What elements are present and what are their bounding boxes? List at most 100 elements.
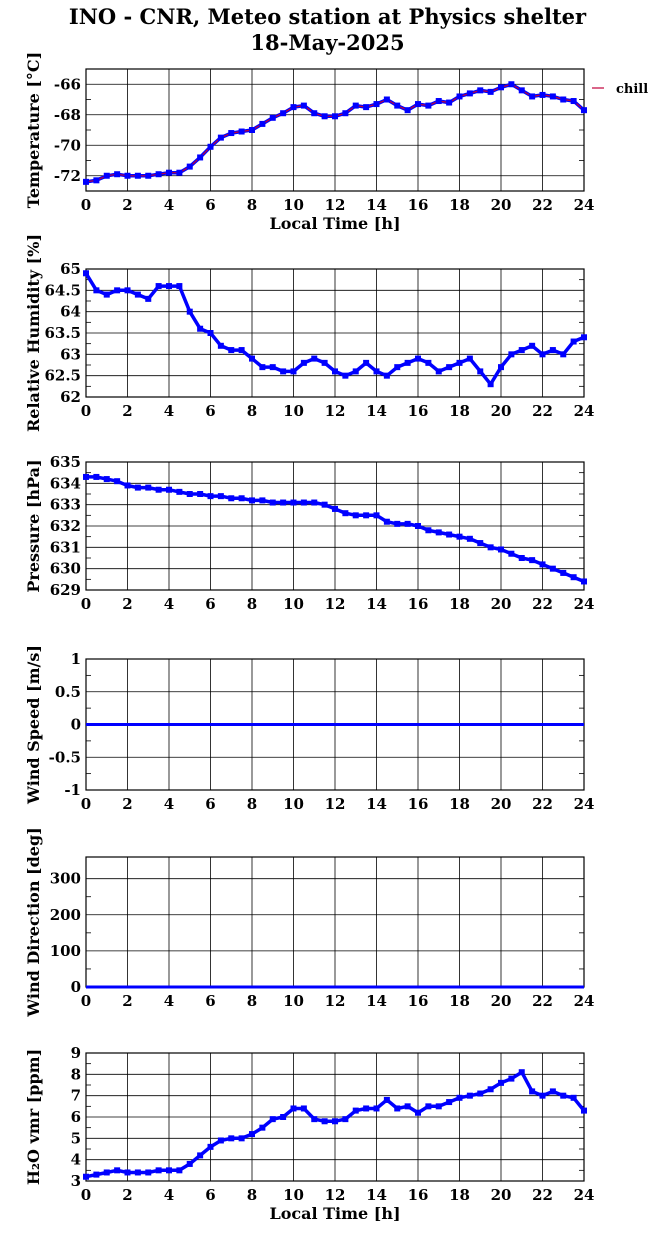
y-tick-label: 0 <box>71 716 81 734</box>
data-point <box>249 497 255 504</box>
x-tick-label: 8 <box>247 795 257 813</box>
x-tick-label: 6 <box>205 992 215 1010</box>
y-axis-label: Relative Humidity [%] <box>24 234 43 432</box>
data-point <box>93 177 100 184</box>
y-tick-label: 1 <box>71 650 81 668</box>
data-point <box>570 338 577 345</box>
data-point <box>114 478 121 485</box>
data-point <box>207 493 214 500</box>
x-tick-label: 22 <box>532 402 553 420</box>
data-point <box>280 368 287 375</box>
x-tick-label: 8 <box>247 595 257 613</box>
data-point <box>197 491 204 497</box>
data-point <box>425 359 432 366</box>
data-point <box>529 1088 536 1095</box>
data-point <box>83 270 89 277</box>
data-point <box>155 171 162 178</box>
data-point <box>217 134 224 141</box>
x-tick-label: 14 <box>366 595 387 613</box>
data-point <box>508 81 515 88</box>
x-tick-label: 20 <box>491 1186 512 1204</box>
data-point <box>456 93 463 100</box>
data-point <box>217 342 224 349</box>
y-axis-label: Pressure [hPa] <box>24 459 43 592</box>
data-point <box>155 1167 162 1174</box>
y-tick-label: 9 <box>71 1044 81 1062</box>
data-point <box>217 1137 224 1144</box>
y-tick-label: 63.5 <box>44 324 81 342</box>
x-tick-label: 12 <box>325 595 346 613</box>
x-tick-label: 18 <box>449 595 470 613</box>
data-point <box>228 495 235 502</box>
x-tick-label: 18 <box>449 196 470 214</box>
y-tick-label: 3 <box>71 1172 81 1190</box>
data-point <box>518 347 525 354</box>
data-point <box>352 1107 359 1114</box>
data-point <box>383 96 390 103</box>
data-point <box>228 1135 235 1142</box>
data-point <box>145 172 152 179</box>
x-tick-label: 20 <box>491 595 512 613</box>
x-tick-label: 22 <box>532 992 553 1010</box>
data-point <box>238 347 245 354</box>
y-tick-label: 634 <box>50 474 81 492</box>
data-point <box>332 113 338 120</box>
data-point <box>508 351 515 358</box>
data-point <box>259 120 266 127</box>
y-tick-label: -0.5 <box>49 748 81 766</box>
x-tick-label: 24 <box>574 992 595 1010</box>
data-point <box>186 163 193 170</box>
data-point <box>145 295 152 302</box>
data-point <box>498 1079 504 1086</box>
data-point <box>560 351 567 358</box>
data-point <box>269 114 276 121</box>
data-point <box>581 334 587 341</box>
data-point <box>415 355 421 362</box>
data-point <box>466 90 473 97</box>
x-tick-label: 20 <box>491 402 512 420</box>
y-axis-label: H₂O vmr [ppm] <box>24 1049 43 1185</box>
x-tick-label: 16 <box>408 196 429 214</box>
x-tick-label: 14 <box>366 795 387 813</box>
data-point <box>176 283 183 290</box>
data-point <box>529 557 536 564</box>
data-point <box>363 104 370 111</box>
data-point <box>477 87 484 94</box>
data-point <box>311 499 318 506</box>
data-point <box>487 88 494 95</box>
data-point <box>321 113 328 120</box>
data-point <box>363 1105 370 1112</box>
data-point <box>83 473 89 480</box>
y-axis-label: Wind Direction [deg] <box>24 827 43 1018</box>
x-tick-label: 6 <box>205 402 215 420</box>
data-point <box>404 1103 411 1110</box>
x-tick-label: 8 <box>247 1186 257 1204</box>
y-tick-label: 64.5 <box>44 281 81 299</box>
data-point <box>394 102 401 109</box>
y-axis-label: Temperature [°C] <box>24 52 43 208</box>
data-point <box>549 1088 556 1095</box>
data-point <box>425 102 432 109</box>
x-tick-label: 12 <box>325 1186 346 1204</box>
data-point <box>145 1169 152 1176</box>
x-tick-label: 4 <box>164 1186 174 1204</box>
data-point <box>394 364 401 371</box>
data-point <box>560 569 567 576</box>
x-tick-label: 4 <box>164 196 174 214</box>
data-point <box>560 96 567 103</box>
data-point <box>124 1169 131 1176</box>
y-tick-label: 62.5 <box>44 367 81 385</box>
data-point <box>249 355 255 362</box>
data-point <box>103 291 110 298</box>
x-tick-label: 10 <box>283 992 304 1010</box>
data-point <box>394 520 401 527</box>
data-point <box>83 178 89 185</box>
data-point <box>446 99 453 106</box>
data-point <box>300 359 307 366</box>
data-point <box>363 359 370 366</box>
chart-title: INO - CNR, Meteo station at Physics shel… <box>68 4 587 29</box>
x-tick-label: 4 <box>164 992 174 1010</box>
x-tick-label: 24 <box>574 795 595 813</box>
data-point <box>176 169 183 176</box>
